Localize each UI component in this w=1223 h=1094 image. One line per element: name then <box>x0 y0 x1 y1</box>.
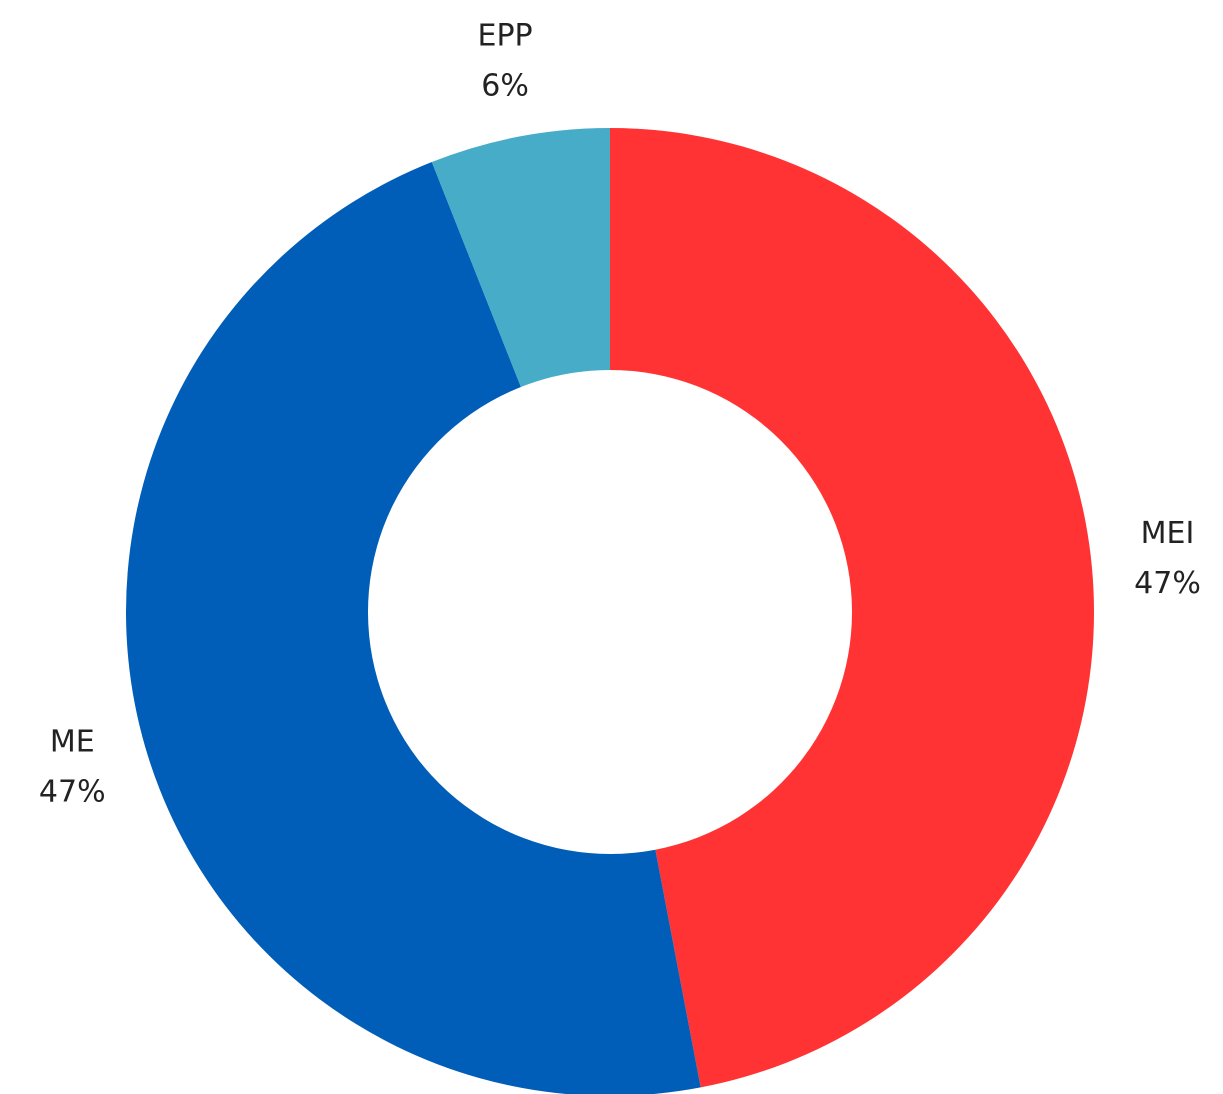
donut-slice <box>610 128 1094 1088</box>
slice-category-label: EPP <box>477 18 532 53</box>
slice-value-label: 47% <box>1134 566 1201 601</box>
donut-slice <box>126 161 701 1094</box>
slice-category-label: MEI <box>1141 516 1195 551</box>
donut-slice <box>431 128 610 387</box>
slice-category-label: ME <box>50 725 95 760</box>
slice-value-label: 6% <box>481 68 529 103</box>
slice-value-label: 47% <box>39 775 106 810</box>
